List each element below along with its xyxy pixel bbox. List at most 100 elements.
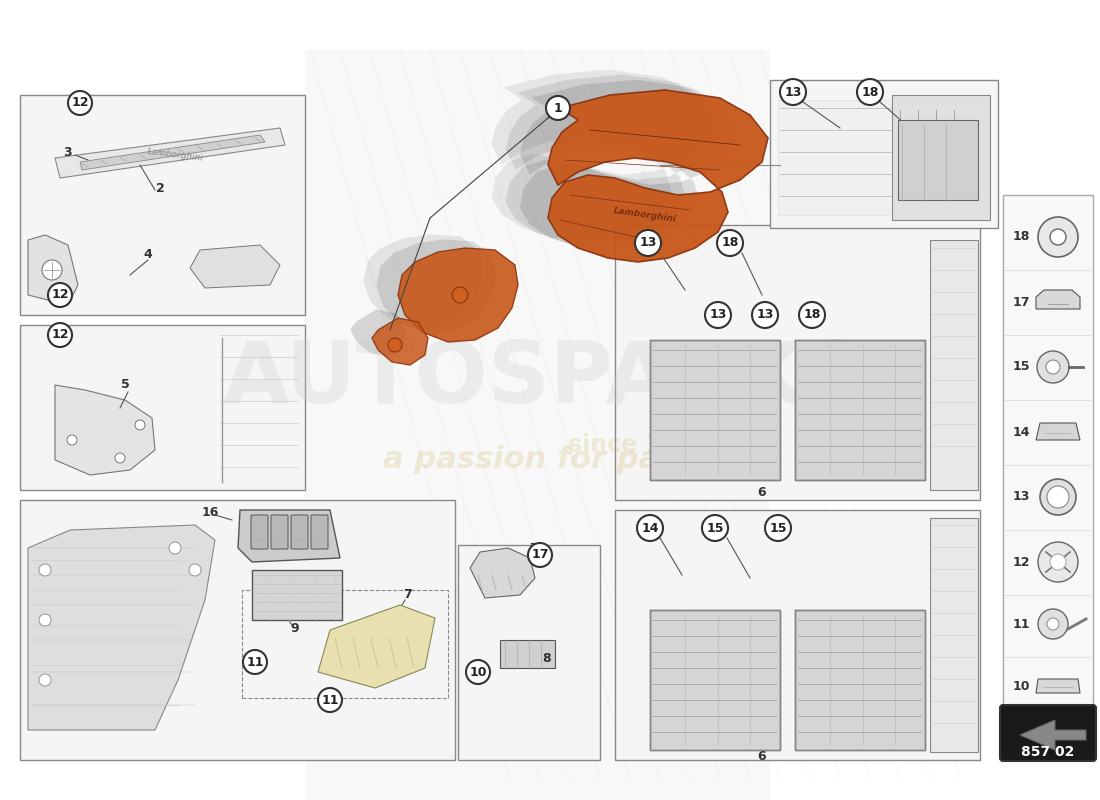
Polygon shape (363, 234, 483, 328)
Polygon shape (350, 310, 406, 357)
Text: 17: 17 (1013, 295, 1031, 309)
Polygon shape (506, 74, 726, 246)
Circle shape (799, 302, 825, 328)
Polygon shape (1036, 290, 1080, 309)
Circle shape (452, 287, 468, 303)
Circle shape (780, 79, 806, 105)
Polygon shape (305, 50, 770, 800)
Text: Lamborghini: Lamborghini (146, 147, 204, 163)
Text: 18: 18 (722, 237, 739, 250)
Text: 16: 16 (201, 506, 219, 518)
Text: 857 02: 857 02 (1021, 745, 1075, 759)
Text: 1: 1 (553, 102, 562, 114)
Text: 8: 8 (542, 651, 551, 665)
Polygon shape (548, 90, 768, 262)
Bar (615, 225, 980, 500)
Text: 7: 7 (403, 589, 411, 602)
Text: 11: 11 (1013, 618, 1031, 630)
Circle shape (169, 542, 182, 554)
Text: 10: 10 (1013, 681, 1031, 694)
Bar (20, 325, 305, 490)
Text: 18: 18 (861, 86, 879, 98)
Circle shape (528, 543, 552, 567)
Text: 6: 6 (758, 750, 767, 762)
Text: Lamborghini: Lamborghini (613, 206, 678, 224)
Polygon shape (55, 385, 155, 475)
Circle shape (546, 96, 570, 120)
Text: 12: 12 (1013, 555, 1031, 569)
Circle shape (764, 515, 791, 541)
FancyBboxPatch shape (251, 515, 268, 549)
Text: AUTOSPARKS: AUTOSPARKS (222, 338, 867, 422)
Polygon shape (28, 235, 78, 305)
Bar (242, 590, 448, 698)
Circle shape (39, 614, 51, 626)
Circle shape (1047, 486, 1069, 508)
Circle shape (1038, 217, 1078, 257)
Text: 14: 14 (641, 522, 659, 534)
Circle shape (1038, 609, 1068, 639)
Bar (770, 80, 998, 228)
Polygon shape (190, 245, 280, 288)
Bar (898, 120, 978, 200)
Text: 13: 13 (639, 237, 657, 250)
Bar (650, 340, 780, 480)
Polygon shape (492, 70, 712, 242)
Text: 14: 14 (1013, 426, 1031, 438)
Text: 4: 4 (144, 249, 153, 262)
Circle shape (1037, 351, 1069, 383)
Circle shape (42, 260, 62, 280)
Polygon shape (892, 95, 990, 220)
Polygon shape (28, 525, 214, 730)
Circle shape (243, 650, 267, 674)
Polygon shape (1020, 720, 1086, 750)
Circle shape (135, 420, 145, 430)
Text: 15: 15 (706, 522, 724, 534)
Text: 18: 18 (803, 309, 821, 322)
FancyBboxPatch shape (271, 515, 288, 549)
Text: 12: 12 (52, 289, 68, 302)
Text: 12: 12 (52, 329, 68, 342)
Polygon shape (470, 548, 535, 598)
Text: 11: 11 (246, 655, 264, 669)
Circle shape (388, 338, 401, 352)
Polygon shape (55, 128, 285, 178)
Bar (1003, 195, 1093, 730)
Circle shape (1050, 229, 1066, 245)
FancyBboxPatch shape (292, 515, 308, 549)
Circle shape (116, 453, 125, 463)
Circle shape (39, 564, 51, 576)
Text: 10: 10 (470, 666, 486, 678)
Polygon shape (1036, 679, 1080, 693)
Text: 6: 6 (758, 486, 767, 499)
Text: 17: 17 (531, 549, 549, 562)
Text: 13: 13 (757, 309, 773, 322)
Polygon shape (318, 605, 434, 688)
Polygon shape (930, 240, 978, 490)
Polygon shape (398, 248, 518, 342)
Circle shape (1046, 360, 1060, 374)
Circle shape (67, 435, 77, 445)
Circle shape (637, 515, 663, 541)
Circle shape (752, 302, 778, 328)
Text: 18: 18 (1013, 230, 1031, 243)
Circle shape (635, 230, 661, 256)
Circle shape (1047, 618, 1059, 630)
Text: since 1985: since 1985 (569, 433, 712, 457)
Text: 7: 7 (529, 542, 538, 554)
Circle shape (189, 564, 201, 576)
Circle shape (1050, 554, 1066, 570)
Circle shape (48, 283, 72, 307)
Circle shape (1040, 479, 1076, 515)
Polygon shape (778, 100, 990, 215)
Circle shape (48, 323, 72, 347)
Bar (252, 570, 342, 620)
Text: 3: 3 (64, 146, 73, 158)
Circle shape (318, 688, 342, 712)
Polygon shape (372, 318, 428, 365)
Text: 9: 9 (290, 622, 299, 634)
Text: a passion for parts: a passion for parts (383, 446, 707, 474)
Text: 11: 11 (321, 694, 339, 706)
Circle shape (705, 302, 732, 328)
Polygon shape (376, 239, 496, 334)
